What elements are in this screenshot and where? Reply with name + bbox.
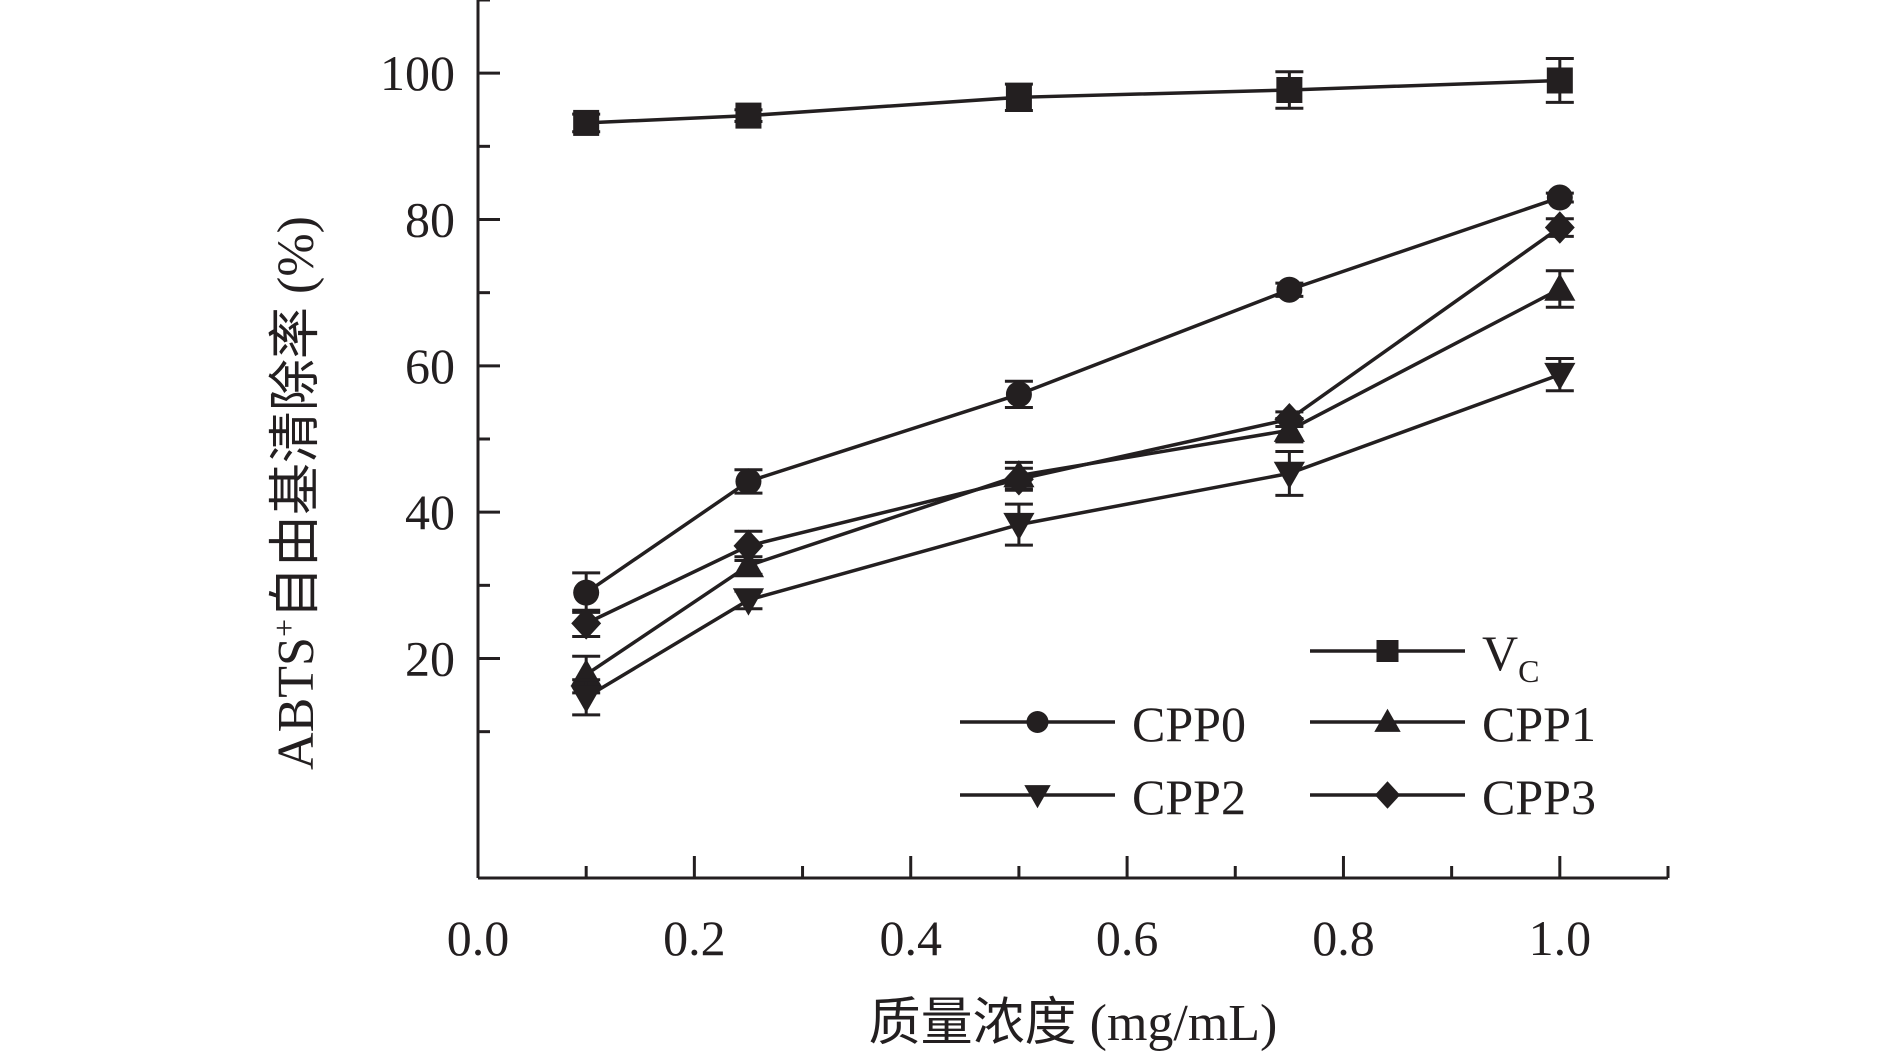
data-point bbox=[571, 607, 602, 640]
series-cpp0 bbox=[572, 184, 1574, 614]
series-line bbox=[585, 226, 1561, 625]
legend-marker bbox=[1374, 708, 1401, 732]
y-tick-label: 40 bbox=[405, 484, 455, 540]
data-point bbox=[1273, 461, 1305, 489]
legend-marker bbox=[1376, 640, 1399, 662]
data-point bbox=[1544, 211, 1575, 244]
legend-label-main: CPP1 bbox=[1482, 696, 1596, 752]
series-cpp3 bbox=[571, 211, 1575, 640]
data-point bbox=[735, 468, 762, 495]
legend-label: CPP3 bbox=[1482, 769, 1596, 825]
x-tick-label: 0.2 bbox=[663, 910, 726, 966]
legend-item-cpp1: CPP1 bbox=[1310, 696, 1596, 752]
y-tick-label: 60 bbox=[405, 338, 455, 394]
data-point bbox=[1005, 381, 1032, 408]
data-point bbox=[1544, 273, 1576, 301]
data-point bbox=[733, 529, 764, 563]
data-point bbox=[1544, 362, 1576, 391]
data-point bbox=[1276, 276, 1303, 303]
data-point bbox=[1276, 76, 1303, 103]
data-point bbox=[573, 579, 600, 606]
data-point bbox=[1005, 84, 1032, 111]
series-cpp1 bbox=[570, 269, 1576, 695]
y-tick-label: 20 bbox=[405, 631, 455, 687]
legend-item-cpp3: CPP3 bbox=[1310, 769, 1596, 825]
data-point bbox=[735, 102, 762, 129]
data-point bbox=[1274, 402, 1305, 436]
legend-label: CPP2 bbox=[1132, 769, 1246, 825]
ticks: 0.0 0.2 0.4 0.6 0.8 1.0 20 40 60 80 100 bbox=[380, 0, 1670, 966]
legend-label-main: CPP2 bbox=[1132, 769, 1246, 825]
x-tick-label: 1.0 bbox=[1529, 910, 1592, 966]
series-vc bbox=[572, 57, 1574, 136]
legend-item-cpp2: CPP2 bbox=[960, 769, 1246, 825]
y-axis-title-rest: 自由基清除率 (%) bbox=[268, 216, 325, 619]
legend-label-main: V bbox=[1482, 625, 1518, 681]
legend-label-main: CPP0 bbox=[1132, 696, 1246, 752]
data-point bbox=[573, 109, 600, 136]
y-axis-title-sup: + bbox=[266, 619, 302, 637]
series-line bbox=[585, 372, 1561, 699]
data-point bbox=[732, 549, 765, 578]
series-line bbox=[585, 195, 1561, 595]
legend-item-cpp0: CPP0 bbox=[960, 696, 1246, 752]
y-axis-title: ABTS+自由基清除率 (%) bbox=[266, 216, 325, 770]
data-point bbox=[570, 685, 602, 713]
legend-item-vc: VC bbox=[1310, 625, 1539, 689]
legend-marker bbox=[1374, 781, 1401, 809]
series-line bbox=[586, 78, 1560, 125]
legend-label: VC bbox=[1482, 625, 1539, 689]
legend: VC CPP0 CPP1 CPP2 CPP3 bbox=[960, 625, 1596, 825]
x-tick-label: 0.8 bbox=[1312, 910, 1375, 966]
legend-label: CPP0 bbox=[1132, 696, 1246, 752]
x-tick-label: 0.0 bbox=[447, 910, 510, 966]
x-axis-title: 质量浓度 (mg/mL) bbox=[869, 995, 1278, 1052]
legend-label: CPP1 bbox=[1482, 696, 1596, 752]
data-point bbox=[1003, 462, 1034, 496]
data-point bbox=[1546, 67, 1573, 94]
legend-label-main: CPP3 bbox=[1482, 769, 1596, 825]
series-line bbox=[585, 287, 1561, 677]
data-point bbox=[1003, 512, 1035, 541]
legend-label-sub: C bbox=[1518, 653, 1539, 689]
x-tick-label: 0.6 bbox=[1096, 910, 1159, 966]
series-layer bbox=[570, 57, 1576, 717]
x-tick-label: 0.4 bbox=[879, 910, 942, 966]
y-tick-label: 100 bbox=[380, 45, 455, 101]
legend-marker bbox=[1026, 711, 1049, 733]
legend-marker bbox=[1024, 785, 1051, 809]
data-point bbox=[1546, 184, 1573, 211]
y-tick-label: 80 bbox=[405, 192, 455, 248]
data-point bbox=[732, 588, 765, 616]
series-cpp2 bbox=[570, 357, 1576, 717]
y-axis-title-main: ABTS bbox=[268, 637, 325, 770]
